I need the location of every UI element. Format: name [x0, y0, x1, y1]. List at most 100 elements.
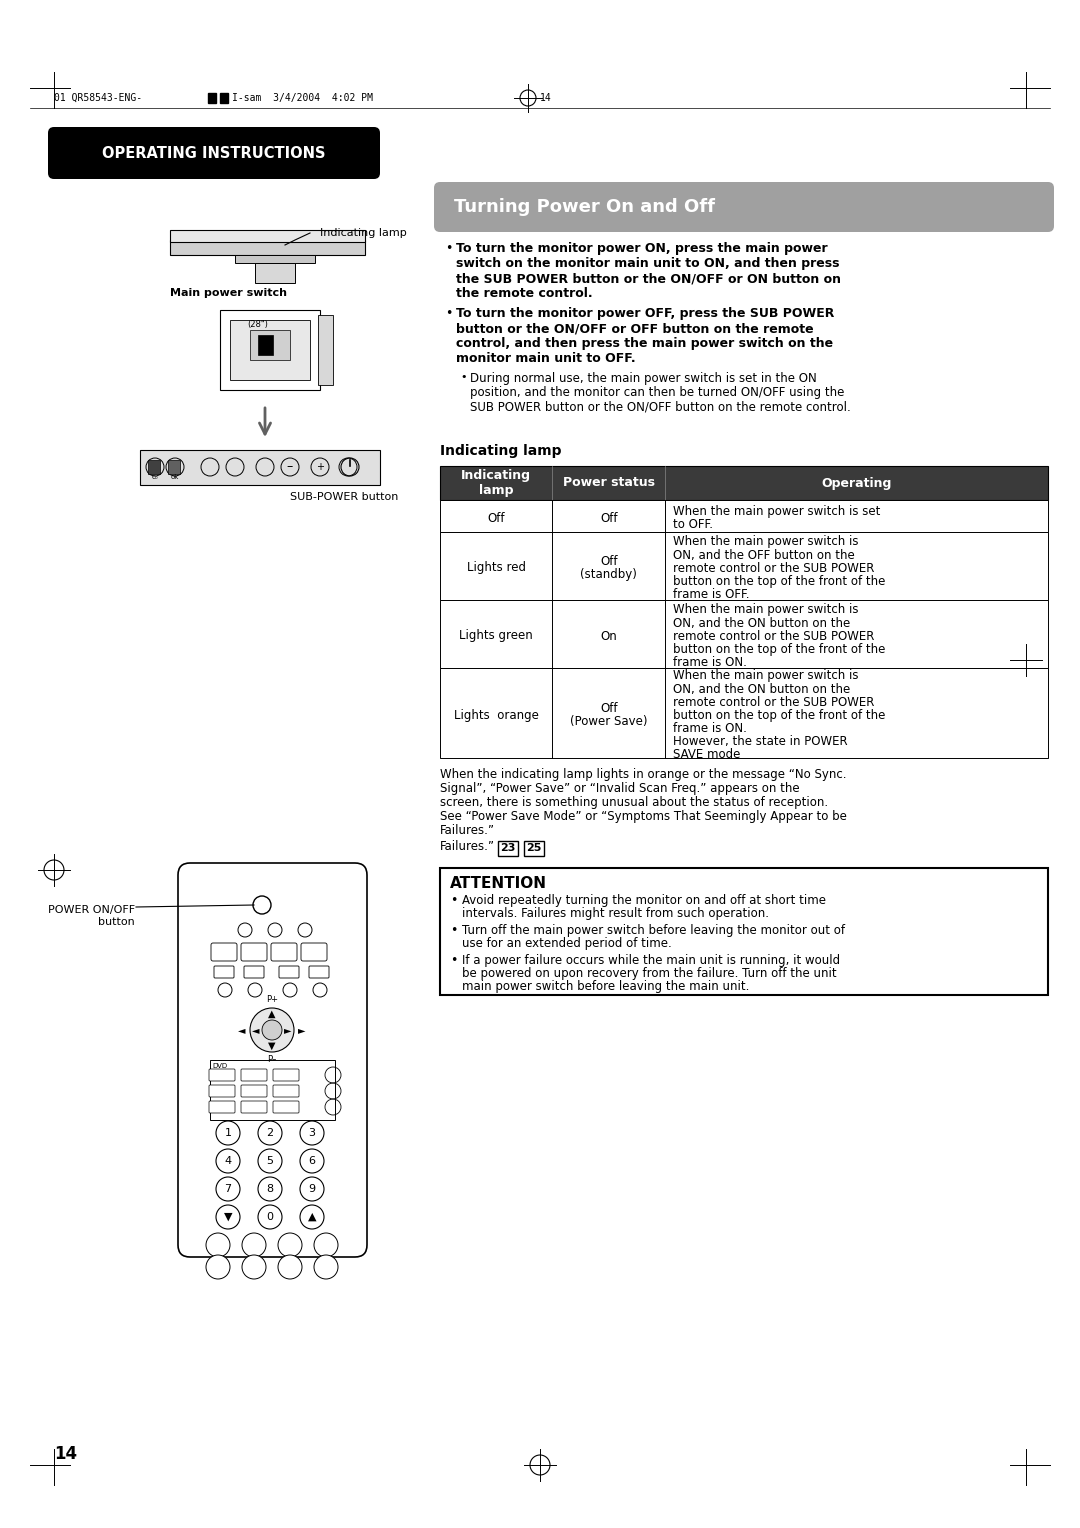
Bar — [230, 319, 310, 380]
Bar — [440, 668, 1048, 758]
Bar — [168, 460, 180, 474]
Text: 3: 3 — [309, 1128, 315, 1138]
Bar — [255, 263, 295, 283]
Circle shape — [314, 1233, 338, 1258]
Text: I-sam  3/4/2004  4:02 PM: I-sam 3/4/2004 4:02 PM — [232, 93, 373, 102]
Circle shape — [242, 1233, 266, 1258]
Text: button: button — [98, 917, 135, 927]
Circle shape — [216, 1122, 240, 1144]
Text: screen, there is something unusual about the status of reception.: screen, there is something unusual about… — [440, 796, 828, 808]
Text: ok: ok — [171, 474, 179, 480]
FancyBboxPatch shape — [48, 127, 380, 179]
Text: On: On — [600, 630, 617, 642]
Bar — [220, 93, 228, 102]
Text: Indicating
lamp: Indicating lamp — [461, 469, 531, 497]
Text: Turn off the main power switch before leaving the monitor out of: Turn off the main power switch before le… — [462, 924, 845, 937]
Text: ▼: ▼ — [268, 1041, 275, 1051]
Text: Failures.”: Failures.” — [440, 840, 495, 853]
Text: However, the state in POWER: However, the state in POWER — [673, 735, 848, 747]
Text: If a power failure occurs while the main unit is running, it would: If a power failure occurs while the main… — [462, 953, 840, 967]
Bar — [440, 868, 1048, 995]
FancyBboxPatch shape — [309, 966, 329, 978]
Circle shape — [242, 1254, 266, 1279]
Text: be powered on upon recovery from the failure. Turn off the unit: be powered on upon recovery from the fai… — [462, 967, 837, 979]
Text: •: • — [460, 371, 467, 382]
Circle shape — [300, 1206, 324, 1229]
Text: P–: P– — [268, 1056, 276, 1065]
Text: control, and then press the main power switch on the: control, and then press the main power s… — [456, 338, 833, 350]
Text: (standby): (standby) — [580, 568, 637, 581]
FancyBboxPatch shape — [178, 863, 367, 1258]
Text: Power status: Power status — [563, 477, 654, 489]
Text: monitor main unit to OFF.: monitor main unit to OFF. — [456, 351, 636, 365]
Circle shape — [262, 1021, 282, 1041]
Text: remote control or the SUB POWER: remote control or the SUB POWER — [673, 630, 875, 642]
Text: 1: 1 — [225, 1128, 231, 1138]
Circle shape — [278, 1233, 302, 1258]
Text: button on the top of the front of the: button on the top of the front of the — [673, 642, 886, 656]
Text: Off: Off — [600, 512, 618, 524]
FancyBboxPatch shape — [271, 943, 297, 961]
Circle shape — [314, 1254, 338, 1279]
Text: 14: 14 — [540, 93, 552, 102]
Text: (28"): (28") — [247, 319, 268, 329]
Text: position, and the monitor can then be turned ON/OFF using the: position, and the monitor can then be tu… — [470, 387, 845, 399]
Bar — [235, 255, 315, 263]
Circle shape — [216, 1149, 240, 1174]
Text: •: • — [445, 241, 453, 255]
Text: button or the ON/OFF or OFF button on the remote: button or the ON/OFF or OFF button on th… — [456, 322, 813, 335]
Text: Turning Power On and Off: Turning Power On and Off — [454, 199, 715, 215]
Circle shape — [278, 1254, 302, 1279]
FancyBboxPatch shape — [210, 1102, 235, 1112]
Text: P+: P+ — [266, 996, 278, 1004]
Text: 25: 25 — [526, 843, 542, 853]
Circle shape — [216, 1206, 240, 1229]
Text: 0: 0 — [267, 1212, 273, 1222]
Text: Avoid repeatedly turning the monitor on and off at short time: Avoid repeatedly turning the monitor on … — [462, 894, 826, 908]
FancyBboxPatch shape — [241, 1102, 267, 1112]
Text: Indicating lamp: Indicating lamp — [440, 445, 562, 458]
Text: When the indicating lamp lights in orange or the message “No Sync.: When the indicating lamp lights in orang… — [440, 769, 847, 781]
Circle shape — [258, 1122, 282, 1144]
Text: ▲: ▲ — [268, 1008, 275, 1019]
Text: ▲: ▲ — [308, 1212, 316, 1222]
Text: Lights red: Lights red — [467, 561, 526, 575]
Text: Off: Off — [487, 512, 505, 524]
Text: •: • — [450, 924, 457, 937]
Bar — [220, 310, 320, 390]
Bar — [210, 1060, 335, 1120]
Text: Operating: Operating — [821, 477, 892, 489]
Text: 7: 7 — [225, 1184, 231, 1193]
Text: remote control or the SUB POWER: remote control or the SUB POWER — [673, 561, 875, 575]
Text: SUB POWER button or the ON/OFF button on the remote control.: SUB POWER button or the ON/OFF button on… — [470, 400, 851, 413]
FancyBboxPatch shape — [273, 1102, 299, 1112]
Circle shape — [258, 1206, 282, 1229]
Text: Indicating lamp: Indicating lamp — [320, 228, 407, 238]
FancyBboxPatch shape — [273, 1070, 299, 1080]
FancyBboxPatch shape — [210, 1085, 235, 1097]
Text: to OFF.: to OFF. — [673, 518, 713, 532]
Bar — [440, 532, 1048, 601]
Text: ◄: ◄ — [239, 1025, 246, 1034]
Text: Lights green: Lights green — [459, 630, 534, 642]
Text: 2: 2 — [267, 1128, 273, 1138]
FancyBboxPatch shape — [279, 966, 299, 978]
FancyBboxPatch shape — [301, 943, 327, 961]
Text: Signal”, “Power Save” or “Invalid Scan Freq.” appears on the: Signal”, “Power Save” or “Invalid Scan F… — [440, 782, 799, 795]
Text: ON, and the OFF button on the: ON, and the OFF button on the — [673, 549, 854, 561]
Circle shape — [258, 1177, 282, 1201]
Text: intervals. Failures might result from such operation.: intervals. Failures might result from su… — [462, 908, 769, 920]
Text: Lights  orange: Lights orange — [454, 709, 539, 721]
Text: 8: 8 — [267, 1184, 273, 1193]
Bar — [440, 601, 1048, 668]
Circle shape — [258, 1149, 282, 1174]
Text: –: – — [287, 460, 293, 474]
Text: •: • — [445, 307, 453, 319]
Text: To turn the monitor power ON, press the main power: To turn the monitor power ON, press the … — [456, 241, 827, 255]
Text: ►: ► — [284, 1025, 292, 1034]
Bar — [170, 231, 365, 241]
Text: ON, and the ON button on the: ON, and the ON button on the — [673, 616, 850, 630]
Bar — [440, 500, 1048, 532]
Bar — [318, 315, 333, 385]
FancyBboxPatch shape — [241, 1085, 267, 1097]
